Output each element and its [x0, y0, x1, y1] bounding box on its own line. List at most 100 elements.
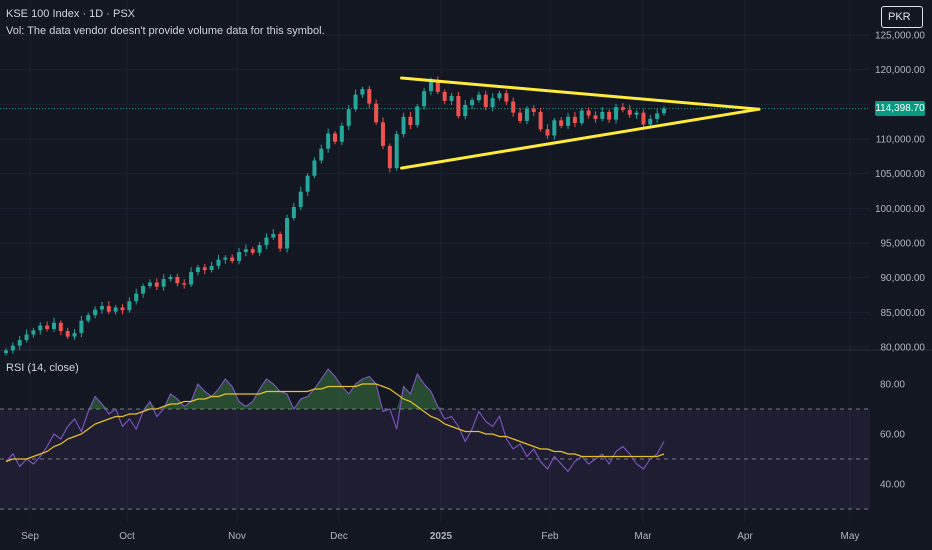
- candle-body: [620, 107, 625, 110]
- candle-body: [511, 101, 516, 113]
- lower-trendline: [400, 107, 761, 170]
- time-axis-tick: 2025: [430, 531, 453, 542]
- rsi-axis-tick: 40.00: [880, 480, 905, 491]
- candle-body: [634, 112, 639, 115]
- candle-body: [333, 133, 337, 142]
- candle-body: [147, 282, 152, 286]
- candle-body: [374, 103, 379, 123]
- candle-body: [545, 129, 550, 136]
- candle-body: [504, 93, 509, 102]
- candle-body: [65, 331, 70, 337]
- candle-body: [4, 350, 8, 354]
- candle-body: [380, 122, 385, 146]
- candle-body: [93, 309, 98, 316]
- candle-body: [552, 120, 557, 136]
- candle-body: [202, 267, 207, 271]
- candle-body: [538, 111, 543, 130]
- candle-body: [113, 307, 118, 312]
- candle-body: [662, 108, 666, 114]
- candle-body: [120, 307, 125, 311]
- price-axis-tick: 80,000.00: [881, 343, 926, 354]
- candle-body: [312, 160, 317, 176]
- time-axis-tick: Dec: [330, 531, 348, 542]
- candle-body: [627, 109, 632, 115]
- candle-body: [456, 96, 461, 117]
- candle-body: [99, 306, 104, 310]
- candle-body: [285, 218, 290, 249]
- candle-body: [586, 110, 591, 116]
- candle-body: [483, 94, 488, 108]
- candle-body: [79, 320, 84, 334]
- candle-body: [641, 112, 646, 125]
- candle-body: [449, 96, 454, 101]
- time-axis-tick: Feb: [541, 531, 559, 542]
- time-axis-tick: Oct: [119, 531, 135, 542]
- candle-body: [648, 118, 653, 125]
- candle-body: [106, 306, 111, 312]
- candle-body: [58, 322, 63, 332]
- candle-body: [572, 116, 577, 124]
- candle-body: [367, 89, 372, 104]
- rsi-overbought-fill: [6, 369, 664, 409]
- candle-body: [408, 116, 413, 126]
- time-axis-tick: Apr: [737, 531, 753, 542]
- rsi-axis-tick: 60.00: [880, 430, 905, 441]
- candle-body: [353, 94, 358, 110]
- price-axis-tick: 120,000.00: [875, 65, 925, 76]
- candle-body: [435, 81, 440, 92]
- candle-body: [607, 111, 612, 120]
- candle-body: [195, 267, 200, 273]
- candle-body: [593, 115, 598, 119]
- candle-body: [518, 112, 523, 121]
- candle-body: [401, 116, 406, 135]
- candle-body: [497, 93, 502, 99]
- candle-body: [428, 81, 433, 92]
- price-axis-tick: 100,000.00: [875, 204, 925, 215]
- candle-body: [319, 148, 324, 161]
- candle-body: [51, 322, 56, 329]
- candle-body: [38, 325, 43, 331]
- time-axis-tick: May: [841, 531, 860, 542]
- candle-body: [209, 265, 214, 271]
- candle-body: [339, 125, 344, 142]
- candle-body: [182, 283, 187, 285]
- candle-body: [415, 106, 420, 126]
- price-axis-tick: 85,000.00: [881, 308, 926, 319]
- candle-body: [463, 105, 468, 117]
- time-axis-tick: Sep: [21, 531, 39, 542]
- candle-body: [250, 249, 255, 253]
- candle-body: [442, 91, 447, 101]
- candle-body: [298, 191, 303, 207]
- candle-body: [86, 315, 91, 321]
- candle-body: [422, 91, 427, 107]
- candle-body: [154, 282, 159, 287]
- candle-body: [387, 145, 392, 169]
- candle-body: [600, 111, 605, 119]
- candle-body: [175, 276, 180, 284]
- rsi-ma-line: [5, 383, 665, 463]
- candle-body: [243, 249, 248, 253]
- rsi-label[interactable]: RSI (14, close): [6, 362, 79, 374]
- chart-title: KSE 100 Index · 1D · PSX: [6, 8, 136, 20]
- candle-body: [305, 175, 310, 192]
- candle-body: [230, 257, 235, 262]
- candle-body: [490, 98, 495, 108]
- candle-body: [655, 113, 660, 119]
- price-axis-tick: 95,000.00: [881, 239, 926, 250]
- candle-body: [360, 89, 365, 95]
- candle-body: [579, 110, 584, 124]
- price-axis-tick: 110,000.00: [876, 135, 926, 146]
- candle-body: [72, 333, 77, 337]
- candle-body: [168, 276, 173, 280]
- candle-body: [470, 100, 475, 106]
- candle-body: [45, 325, 50, 329]
- candle-body: [134, 293, 139, 302]
- candle-body: [223, 257, 228, 260]
- time-axis-tick: Nov: [228, 531, 246, 542]
- candle-body: [31, 330, 36, 335]
- candle-body: [216, 259, 221, 266]
- currency-button[interactable]: PKR: [881, 6, 923, 28]
- price-axis-tick: 105,000.00: [875, 169, 925, 180]
